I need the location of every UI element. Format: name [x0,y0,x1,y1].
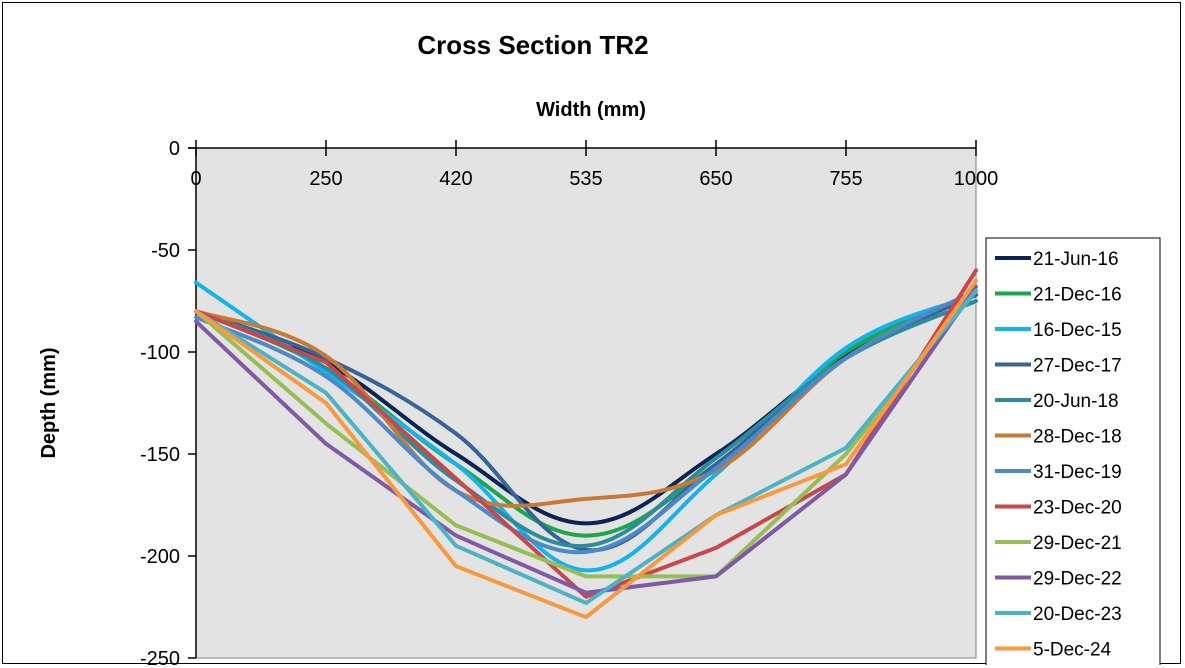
legend-label: 20-Dec-23 [1033,604,1122,625]
plot-area [195,147,977,659]
x-tick-label: 0 [190,168,201,190]
x-tick-label: 250 [309,168,342,190]
x-tick-label: 420 [439,168,472,190]
y-tick-label: 0 [169,138,180,160]
legend-box [985,237,1161,665]
legend-label: 27-Dec-17 [1033,356,1122,377]
legend-label: 28-Dec-18 [1033,427,1122,448]
legend-label: 5-Dec-24 [1033,640,1112,661]
y-tick-label: -200 [140,546,180,568]
x-tick-label: 535 [569,168,602,190]
x-tick-label: 1000 [954,168,999,190]
series-line-5-Dec-24 [194,278,978,620]
y-tick-label: -100 [140,342,180,364]
legend: 21-Jun-16 21-Dec-16 16-Dec-15 27-Dec-17 20-J… [985,237,1161,665]
legend-label: 21-Dec-16 [1033,285,1122,306]
y-axis-label: Depth (mm) [38,347,60,458]
y-tick-label: -150 [140,444,180,466]
x-axis-label: Width (mm) [536,99,646,121]
y-axis: 0 -50 -100 -150 -200 -250 [140,138,197,665]
legend-label: 29-Dec-21 [1033,533,1122,554]
chart-title: Cross Section TR2 [417,30,648,60]
legend-label: 20-Jun-18 [1033,391,1119,412]
y-tick-label: -250 [140,648,180,665]
legend-label: 29-Dec-22 [1033,569,1122,590]
series-lines [194,268,978,620]
series-line-29-Dec-22 [194,284,978,595]
legend-label: 21-Jun-16 [1033,249,1119,270]
x-tick-label: 650 [699,168,732,190]
legend-label: 23-Dec-20 [1033,498,1122,519]
legend-label: 16-Dec-15 [1033,320,1122,341]
series-line-31-Dec-19 [194,288,978,555]
chart: Cross Section TR2 Width (mm) Depth (mm) … [38,30,1161,665]
series-line-16-Dec-15 [194,280,978,573]
y-tick-label: -50 [151,240,180,262]
series-line-20-Dec-23 [194,288,978,605]
x-tick-label: 755 [829,168,862,190]
x-axis: 0 250 420 535 650 755 1000 [188,140,998,190]
legend-label: 31-Dec-19 [1033,462,1122,483]
series-line-29-Dec-21 [194,288,978,579]
